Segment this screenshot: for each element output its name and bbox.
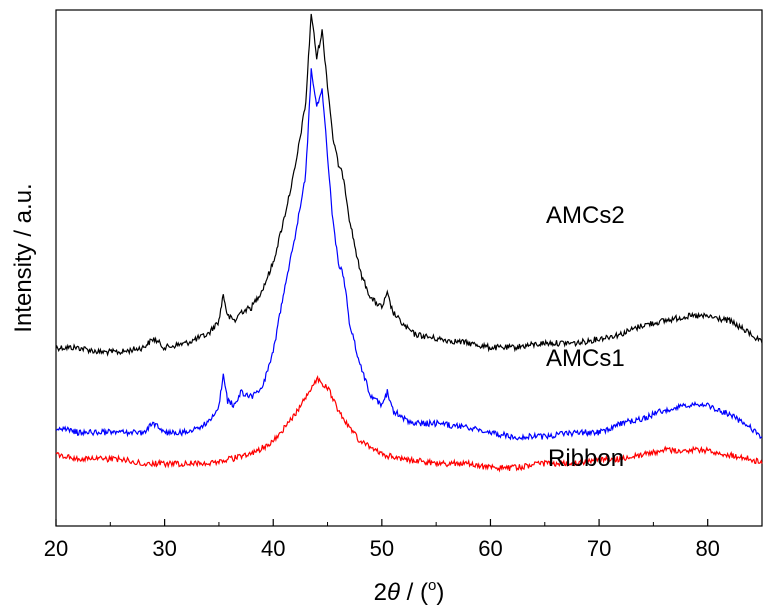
series-label-amcs2: AMCs2 (546, 202, 625, 229)
series-label-amcs1: AMCs1 (546, 345, 625, 372)
series-line-amcs2 (55, 13, 763, 357)
x-label-prefix: 2 (374, 579, 387, 606)
x-axis-label: 2θ / (o) (374, 577, 445, 606)
x-tick-label-70: 70 (587, 536, 611, 561)
x-tick-label-80: 80 (695, 536, 719, 561)
x-axis-ticks: 20 30 40 50 60 70 80 (44, 519, 763, 561)
x-label-degree: o (428, 577, 436, 594)
x-tick-label-50: 50 (370, 536, 394, 561)
x-tick-label-60: 60 (478, 536, 502, 561)
x-tick-label-20: 20 (44, 536, 68, 561)
series-line-amcs1 (55, 68, 763, 441)
series-label-ribbon: Ribbon (548, 445, 624, 472)
y-axis-label: Intensity / a.u. (10, 183, 37, 332)
x-tick-label-40: 40 (261, 536, 285, 561)
plot-frame (55, 9, 763, 527)
x-label-suffix: ) (436, 579, 444, 606)
series-layer (55, 13, 763, 473)
x-label-middle: / ( (400, 579, 428, 606)
series-line-ribbon (55, 375, 763, 473)
x-label-theta: θ (387, 579, 400, 606)
x-tick-label-30: 30 (152, 536, 176, 561)
